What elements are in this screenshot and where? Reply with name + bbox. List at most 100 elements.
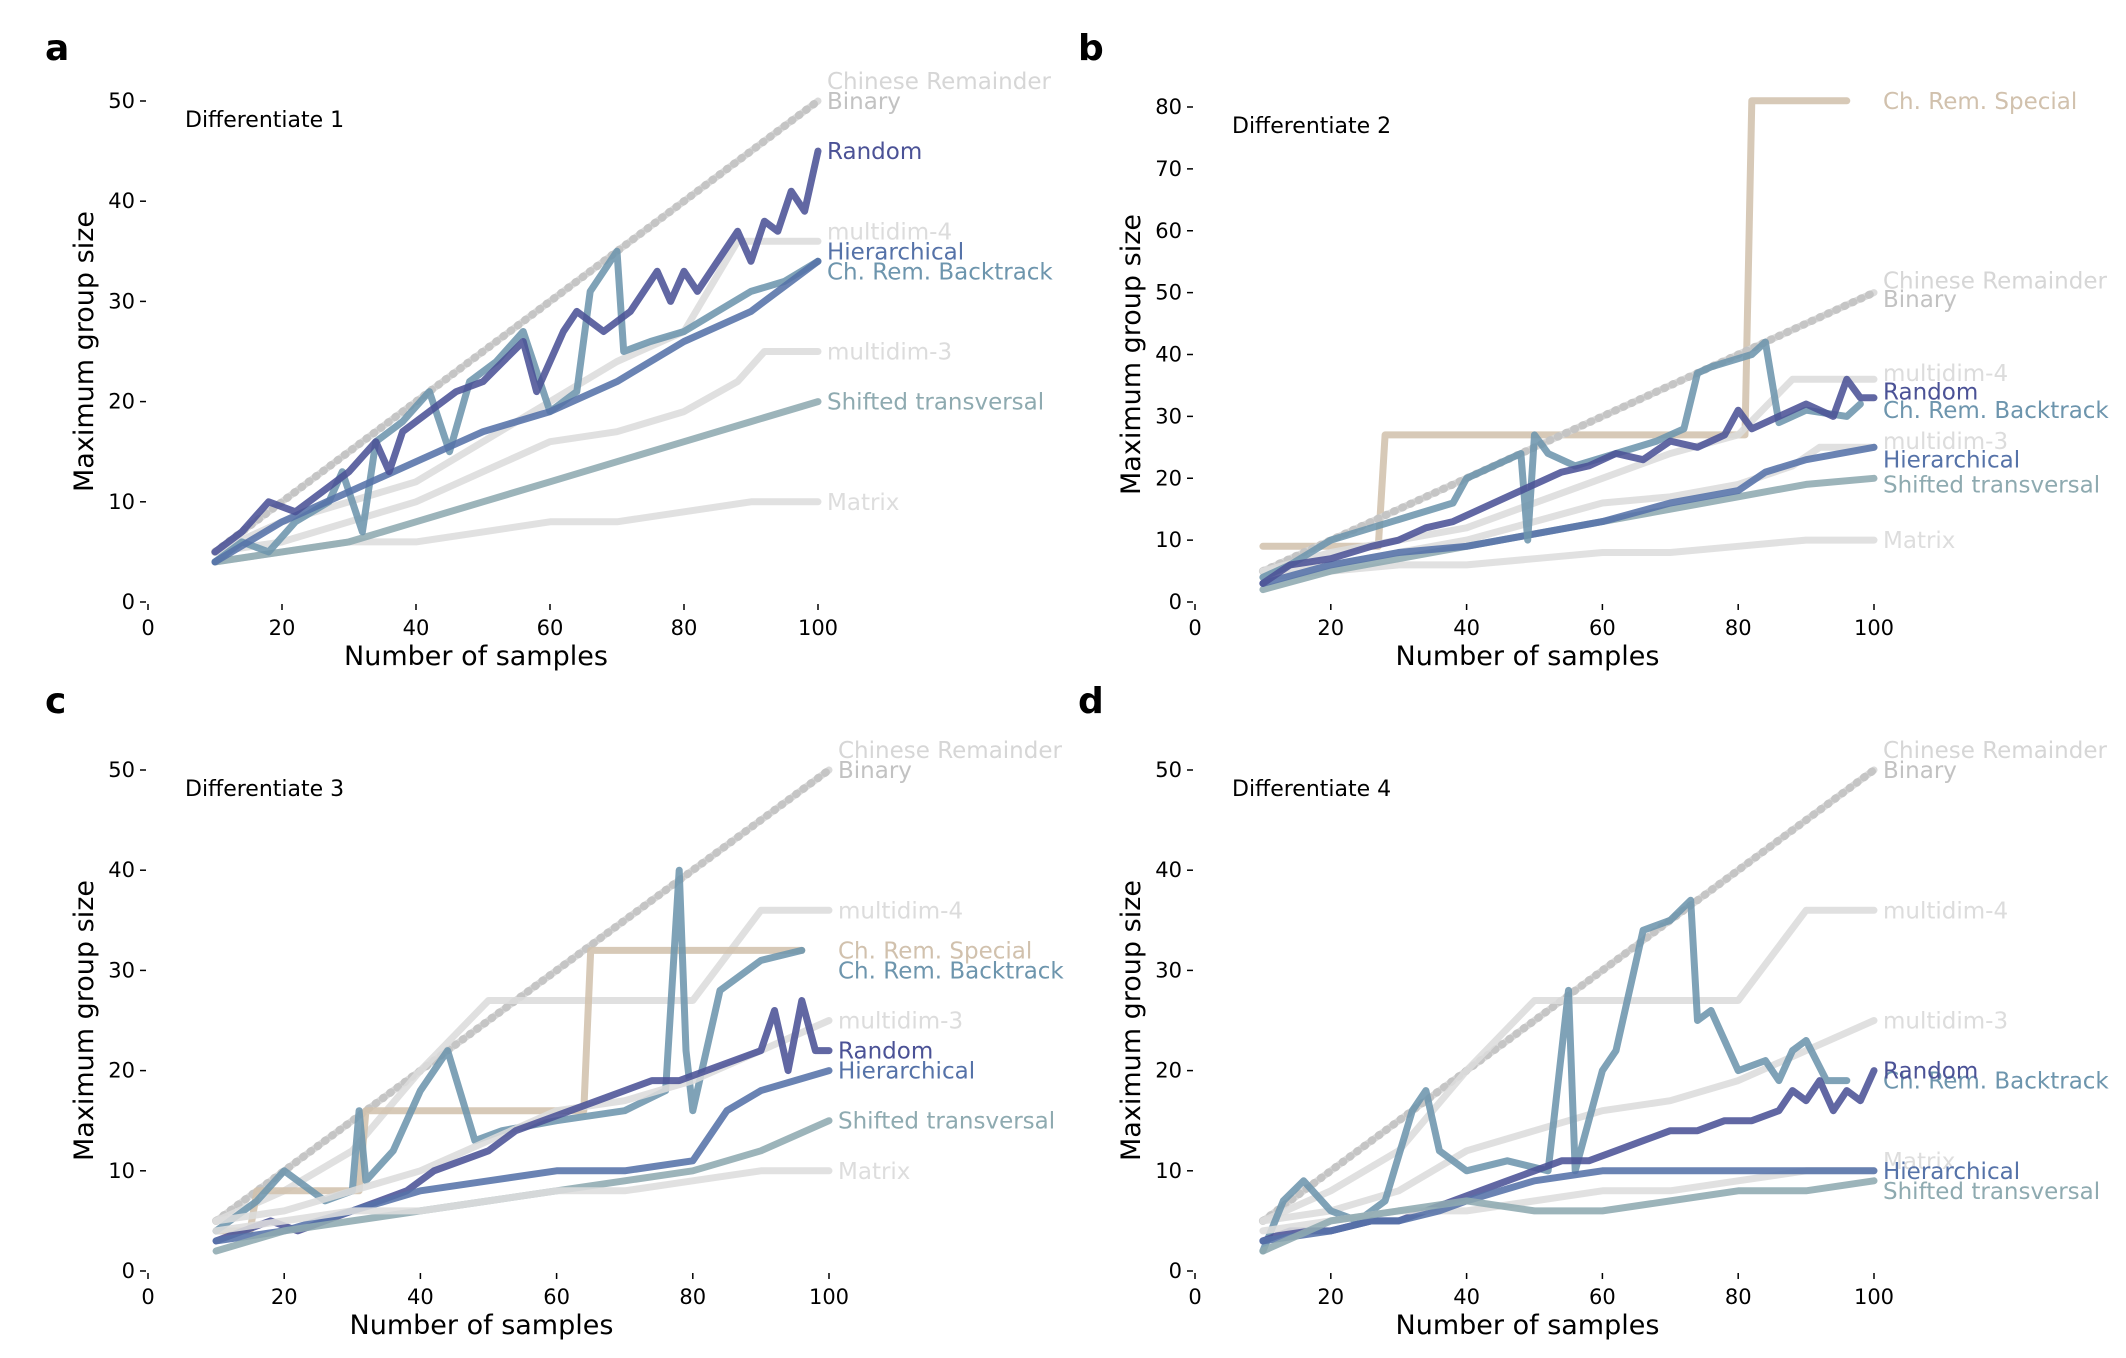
y-axis-label: Maximum group size [1116,880,1147,1161]
series-label-shifted-transversal: Shifted transversal [827,390,1044,416]
y-tick-label: 10 [108,1159,135,1183]
x-tick-label: 100 [798,616,838,640]
series-label-chinese-remainder: Chinese Remainder [838,738,1063,764]
series-line-hierarchical [1259,1167,1878,1245]
y-tick-label: 30 [108,958,135,982]
series-label-hierarchical: Hierarchical [1883,1159,2020,1185]
series-label-multidim-3: multidim-3 [827,340,952,366]
x-tick-label: 0 [141,616,154,640]
series-label-multidim-3: multidim-3 [1883,1009,2008,1035]
y-tick-label: 20 [1155,466,1182,490]
x-tick-label: 60 [537,616,564,640]
y-axis-label: Maximum group size [1116,214,1147,495]
panel-letter: c [45,681,66,722]
y-tick-label: 80 [1155,95,1182,119]
series-label-ch-rem-backtrack: Ch. Rem. Backtrack [1883,1069,2109,1095]
series-label-multidim-3: multidim-3 [1883,429,2008,455]
x-tick-label: 60 [1589,616,1616,640]
series-label-binary: Binary [1883,287,1957,313]
y-tick-label: 20 [1155,1059,1182,1083]
x-axis-label: Number of samples [1396,641,1660,672]
panel-letter: b [1078,28,1104,69]
y-tick-label: 20 [108,1059,135,1083]
series-label-random: Random [1883,1059,1978,1085]
series-label-multidim-4: multidim-4 [827,219,952,245]
series-label-shifted-transversal: Shifted transversal [838,1109,1055,1135]
y-tick-label: 30 [1155,958,1182,982]
x-tick-label: 60 [543,1285,570,1309]
panel-c: c Differentiate 3 0 10 20 30 40 50 0 20 40 60 80 100 N… [45,681,1064,1341]
series-line-hierarchical [211,257,822,566]
x-tick-label: 80 [679,1285,706,1309]
x-axis-label: Number of samples [350,1310,614,1341]
x-tick-label: 20 [271,1285,298,1309]
series-line-multidim-3 [211,348,822,556]
x-tick-label: 80 [671,616,698,640]
series-label-chinese-remainder: Chinese Remainder [1883,738,2108,764]
series-label-shifted-transversal: Shifted transversal [1883,1179,2100,1205]
y-axis-label: Maximum group size [69,880,100,1161]
series-label-ch-rem-backtrack: Ch. Rem. Backtrack [838,958,1064,984]
y-tick-label: 0 [1169,1259,1182,1283]
panel-title: Differentiate 2 [1232,114,1391,139]
x-tick-label: 40 [1453,1285,1480,1309]
series-label-ch-rem-backtrack: Ch. Rem. Backtrack [827,259,1053,285]
x-axis-label: Number of samples [1396,1310,1660,1341]
series-label-multidim-4: multidim-4 [838,898,963,924]
y-tick-label: 60 [1155,219,1182,243]
series-line-shifted-transversal [211,398,822,566]
series-label-ch-rem-special: Ch. Rem. Special [838,938,1032,964]
series-line-ch-rem-backtrack [211,247,822,566]
series-line-hierarchical [1259,443,1878,587]
series-label-binary: Binary [838,758,912,784]
series-label-hierarchical: Hierarchical [838,1059,975,1085]
x-tick-label: 20 [1317,1285,1344,1309]
series-label-random: Random [1883,380,1978,406]
series-label-multidim-4: multidim-4 [1883,361,2008,387]
x-tick-label: 0 [1188,1285,1201,1309]
y-tick-label: 10 [1155,528,1182,552]
y-tick-label: 70 [1155,157,1182,181]
y-tick-label: 50 [108,758,135,782]
series-label-matrix: Matrix [1883,528,1955,554]
series-label-hierarchical: Hierarchical [827,239,964,265]
panel-a: a Differentiate 1 0 10 20 30 40 50 0 20 40 60 80 100 N… [45,28,1053,672]
x-tick-label: 40 [407,1285,434,1309]
series-line-random [211,147,822,556]
y-tick-label: 30 [108,289,135,313]
series-label-matrix: Matrix [1883,1149,1955,1175]
y-tick-label: 0 [122,590,135,614]
x-tick-label: 40 [1453,616,1480,640]
series-label-binary: Binary [1883,758,1957,784]
y-tick-label: 40 [1155,858,1182,882]
y-tick-label: 20 [108,390,135,414]
series-label-random: Random [838,1039,933,1065]
y-tick-label: 40 [1155,343,1182,367]
x-tick-label: 100 [1854,616,1894,640]
y-axis-label: Maximum group size [69,211,100,492]
x-tick-label: 20 [269,616,296,640]
y-tick-label: 40 [108,189,135,213]
panel-b: b Differentiate 2 0 10 20 30 40 50 60 70 80 0 20 40 60… [1078,28,2109,672]
series-line-ch-rem-backtrack [1259,896,1851,1255]
x-tick-label: 20 [1317,616,1344,640]
panel-title: Differentiate 1 [185,108,344,133]
y-tick-label: 40 [108,858,135,882]
series-label-multidim-4: multidim-4 [1883,898,2008,924]
x-tick-label: 80 [1725,1285,1752,1309]
panel-letter: d [1078,681,1104,722]
y-tick-label: 30 [1155,404,1182,428]
series-label-ch-rem-special: Ch. Rem. Special [1883,89,2077,115]
series-line-random [1259,375,1878,587]
x-tick-label: 0 [141,1285,154,1309]
series-label-shifted-transversal: Shifted transversal [1883,472,2100,498]
series-line-binary [1258,288,1878,576]
panel-title: Differentiate 4 [1232,777,1391,802]
y-tick-label: 50 [1155,758,1182,782]
series-line-binary [211,97,822,556]
series-line-binary [212,766,833,1225]
series-line-multidim-4 [212,906,833,1225]
series-label-multidim-3: multidim-3 [838,1009,963,1035]
series-label-chinese-remainder: Chinese Remainder [827,69,1052,95]
